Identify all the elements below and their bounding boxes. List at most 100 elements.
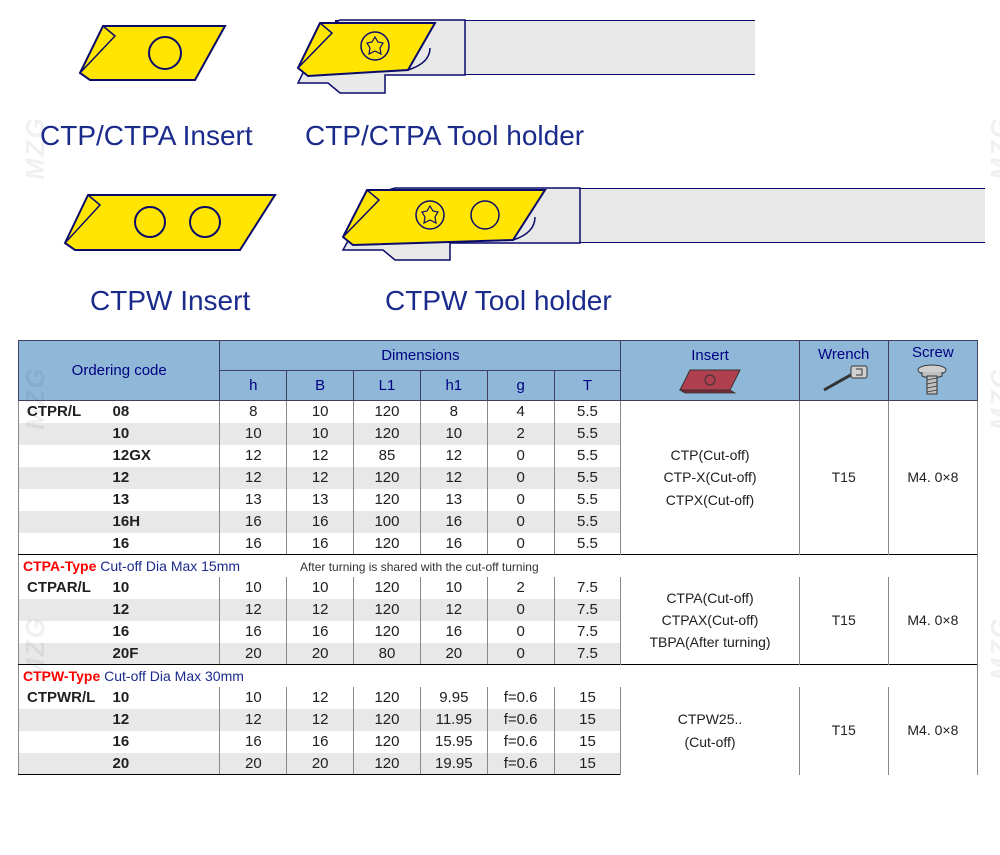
cell-T: 5.5 [554,445,621,467]
diagram-area: CTP/CTPA Insert CTP/CTPA Tool holder CTP… [0,0,1000,340]
cell-h: 12 [220,599,287,621]
cell-h1: 10 [420,423,487,445]
cell-L1: 120 [354,467,421,489]
cell-insert: CTPW25..(Cut-off) [621,687,799,775]
code-prefix [19,511,109,533]
cell-h1: 10 [420,577,487,599]
cell-h1: 13 [420,489,487,511]
code-size: 12GX [109,445,220,467]
cell-L1: 120 [354,577,421,599]
cell-B: 10 [287,423,354,445]
cell-h: 12 [220,445,287,467]
code-prefix [19,467,109,489]
cell-g: f=0.6 [487,731,554,753]
cell-T: 7.5 [554,577,621,599]
cell-B: 10 [287,577,354,599]
code-size: 16H [109,511,220,533]
cell-g: 0 [487,489,554,511]
section-header: CTPW-Type Cut-off Dia Max 30mm [19,665,978,687]
cell-B: 12 [287,599,354,621]
watermark: MZG [20,366,51,430]
cell-L1: 120 [354,687,421,709]
cell-B: 20 [287,753,354,775]
code-size: 16 [109,533,220,555]
th-B: B [287,371,354,401]
cell-g: 2 [487,423,554,445]
code-size: 10 [109,423,220,445]
section-note1: Cut-off Dia Max 15mm [100,558,240,574]
cell-B: 12 [287,687,354,709]
cell-h1: 8 [420,401,487,423]
cell-B: 16 [287,731,354,753]
cell-L1: 80 [354,643,421,665]
code-prefix [19,753,109,775]
code-size: 08 [109,401,220,423]
cell-T: 15 [554,753,621,775]
th-h1: h1 [420,371,487,401]
cell-h: 12 [220,467,287,489]
screw-header-icon [910,362,955,397]
ctp-insert-icon [75,18,230,88]
cell-L1: 120 [354,753,421,775]
cell-h1: 15.95 [420,731,487,753]
cell-g: 0 [487,445,554,467]
code-prefix [19,445,109,467]
section-note1: Cut-off Dia Max 30mm [104,668,244,684]
cell-g: 0 [487,467,554,489]
cell-h1: 12 [420,467,487,489]
cell-B: 20 [287,643,354,665]
cell-g: f=0.6 [487,687,554,709]
code-size: 20 [109,753,220,775]
cell-h1: 12 [420,599,487,621]
cell-T: 5.5 [554,511,621,533]
code-size: 12 [109,467,220,489]
code-size: 10 [109,687,220,709]
cell-g: 4 [487,401,554,423]
cell-g: 0 [487,599,554,621]
cell-wrench: T15 [799,687,888,775]
th-dimensions: Dimensions [220,341,621,371]
cell-h: 13 [220,489,287,511]
code-size: 16 [109,731,220,753]
cell-insert: CTPA(Cut-off)CTPAX(Cut-off)TBPA(After tu… [621,577,799,665]
watermark: MZG [20,616,51,680]
th-h: h [220,371,287,401]
cell-L1: 120 [354,599,421,621]
ctpw-holder-head-icon [335,175,585,270]
spec-table-wrap: Ordering code Dimensions Insert Wrench [18,340,978,775]
cell-g: f=0.6 [487,753,554,775]
cell-h1: 16 [420,533,487,555]
th-screw: Screw [888,341,977,401]
cell-g: 0 [487,511,554,533]
watermark: MZG [985,366,1000,430]
cell-wrench: T15 [799,577,888,665]
cell-h: 10 [220,423,287,445]
cell-screw: M4. 0×8 [888,577,977,665]
th-wrench: Wrench [799,341,888,401]
cell-T: 7.5 [554,643,621,665]
cell-B: 12 [287,709,354,731]
cell-B: 16 [287,621,354,643]
cell-wrench: T15 [799,401,888,555]
cell-h: 20 [220,753,287,775]
code-prefix [19,533,109,555]
code-prefix [19,489,109,511]
cell-B: 10 [287,401,354,423]
th-insert-text: Insert [691,347,729,364]
cell-h1: 11.95 [420,709,487,731]
th-g: g [487,371,554,401]
code-size: 20F [109,643,220,665]
cell-L1: 120 [354,731,421,753]
code-size: 16 [109,621,220,643]
section-header: CTPA-Type Cut-off Dia Max 15mmAfter turn… [19,555,978,577]
cell-h: 20 [220,643,287,665]
ctp-insert-label: CTP/CTPA Insert [40,120,253,152]
code-size: 13 [109,489,220,511]
cell-L1: 120 [354,423,421,445]
th-wrench-text: Wrench [818,346,869,363]
code-size: 12 [109,709,220,731]
cell-h1: 9.95 [420,687,487,709]
cell-h1: 12 [420,445,487,467]
cell-B: 16 [287,533,354,555]
cell-h1: 19.95 [420,753,487,775]
